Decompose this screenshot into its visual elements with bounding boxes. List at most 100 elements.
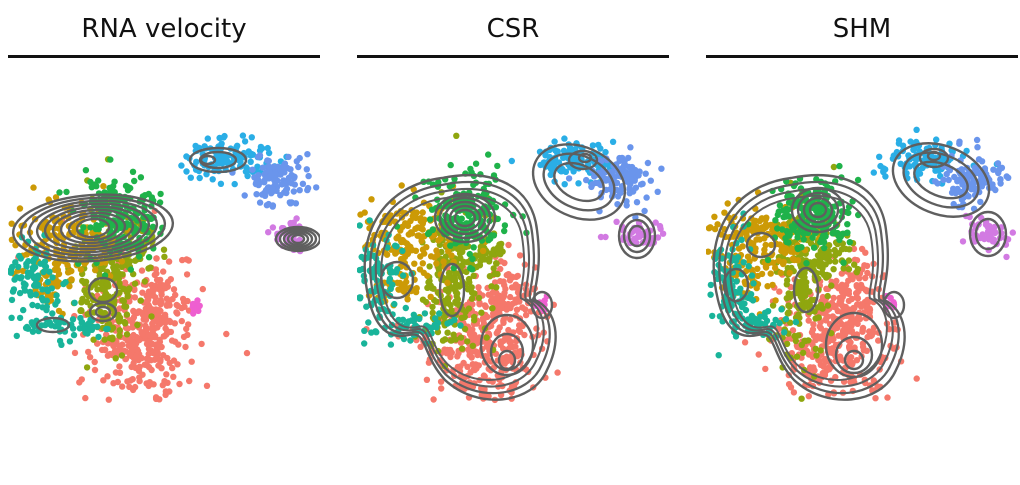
cell-point-salmon: [839, 328, 847, 336]
cell-point-blue: [277, 171, 284, 178]
cell-point-teal: [28, 319, 35, 326]
cell-point-green: [111, 178, 118, 185]
cell-point-gold: [764, 283, 771, 290]
cell-point-sky: [912, 155, 919, 163]
cell-point-green: [494, 215, 501, 223]
contour-ring-group: [363, 174, 557, 401]
cell-point-teal: [757, 313, 764, 320]
cell-point-green: [129, 168, 137, 175]
cell-point-blue: [974, 144, 981, 151]
cell-point-green: [845, 209, 852, 217]
cell-point-olive: [853, 269, 860, 276]
cell-point-violet: [959, 238, 967, 245]
density-contour-line: [286, 231, 310, 247]
cell-point-sky: [247, 158, 254, 165]
density-contour-line: [808, 201, 828, 219]
cell-point-salmon: [100, 377, 107, 384]
cell-point-salmon: [824, 313, 831, 320]
cell-point-violet: [981, 235, 988, 243]
cell-point-gold: [767, 270, 774, 277]
cell-point-gold: [775, 257, 783, 264]
cell-point-salmon: [507, 340, 514, 348]
cell-point-teal: [389, 269, 396, 276]
cell-point-olive: [799, 349, 807, 356]
cell-point-violet: [652, 219, 659, 226]
cell-point-sky: [178, 162, 185, 169]
cell-point-olive: [465, 305, 473, 312]
cell-point-olive: [102, 290, 110, 297]
cell-point-olive: [497, 244, 504, 251]
cell-point-teal: [16, 252, 23, 260]
cell-point-salmon: [158, 299, 165, 306]
cell-point-salmon: [511, 382, 518, 389]
cell-point-blue: [1003, 173, 1010, 180]
cell-point-green: [426, 216, 434, 223]
cell-point-olive: [147, 264, 154, 271]
cell-point-olive: [83, 364, 91, 371]
cell-point-olive: [427, 282, 434, 289]
cell-point-salmon: [850, 245, 858, 253]
cell-point-blue: [262, 174, 269, 181]
cell-point-sky: [234, 142, 241, 149]
cell-point-olive: [123, 331, 131, 338]
density-contour-line: [94, 305, 112, 319]
cell-point-teal: [402, 304, 409, 312]
cell-point-blue: [958, 166, 965, 173]
cell-point-gold: [747, 239, 754, 246]
cell-point-gold: [413, 285, 420, 292]
cell-point-salmon: [854, 294, 861, 301]
cell-point-olive: [823, 271, 831, 279]
cell-point-sky: [264, 144, 271, 152]
cell-point-salmon: [86, 354, 94, 361]
cell-point-olive: [824, 292, 831, 300]
cell-point-green: [810, 244, 818, 251]
cell-point-olive: [824, 302, 832, 309]
cell-point-gold: [758, 215, 766, 222]
density-contour-line: [35, 202, 151, 254]
cell-point-salmon: [785, 381, 793, 388]
cell-point-salmon: [512, 343, 519, 350]
cell-point-teal: [85, 320, 92, 327]
cell-point-violet: [634, 233, 641, 241]
cell-point-salmon: [466, 348, 473, 355]
cell-point-blue: [990, 166, 997, 173]
cell-point-sky: [561, 181, 568, 188]
cell-point-blue: [277, 192, 284, 199]
cell-point-olive: [802, 284, 809, 291]
cell-point-blue: [583, 176, 590, 184]
cell-point-salmon: [171, 338, 179, 345]
cell-point-salmon: [805, 393, 812, 400]
cell-point-salmon: [163, 371, 170, 378]
cell-point-salmon: [820, 363, 827, 370]
cell-point-teal: [707, 281, 715, 289]
cell-point-green: [803, 260, 810, 267]
cell-point-violet: [287, 221, 295, 228]
cell-point-olive: [497, 251, 504, 258]
cell-point-salmon: [521, 331, 528, 339]
cell-point-blue: [313, 184, 320, 191]
cell-point-salmon: [438, 385, 445, 392]
cell-point-blue: [642, 170, 649, 177]
cell-point-olive: [123, 311, 131, 318]
cell-point-gold: [66, 283, 73, 290]
cell-point-salmon: [482, 303, 489, 310]
cell-point-gold: [416, 224, 424, 232]
cell-point-salmon: [500, 316, 507, 323]
cell-point-sky: [217, 180, 225, 187]
cell-point-teal: [39, 297, 47, 304]
cell-point-green: [447, 242, 454, 249]
cell-point-sky: [913, 126, 920, 133]
cell-point-olive: [453, 132, 460, 139]
cell-point-blue: [252, 179, 260, 187]
cell-point-teal: [104, 325, 111, 333]
cell-point-teal: [772, 316, 779, 324]
cell-point-teal: [26, 288, 34, 296]
cell-point-gold: [735, 245, 743, 252]
cell-point-salmon: [163, 295, 170, 302]
cell-point-teal: [400, 272, 407, 279]
cell-point-salmon: [153, 276, 161, 284]
cell-point-salmon: [178, 304, 185, 312]
cell-point-gold: [776, 241, 784, 248]
cell-point-teal: [399, 316, 407, 323]
cell-point-salmon: [859, 284, 866, 291]
